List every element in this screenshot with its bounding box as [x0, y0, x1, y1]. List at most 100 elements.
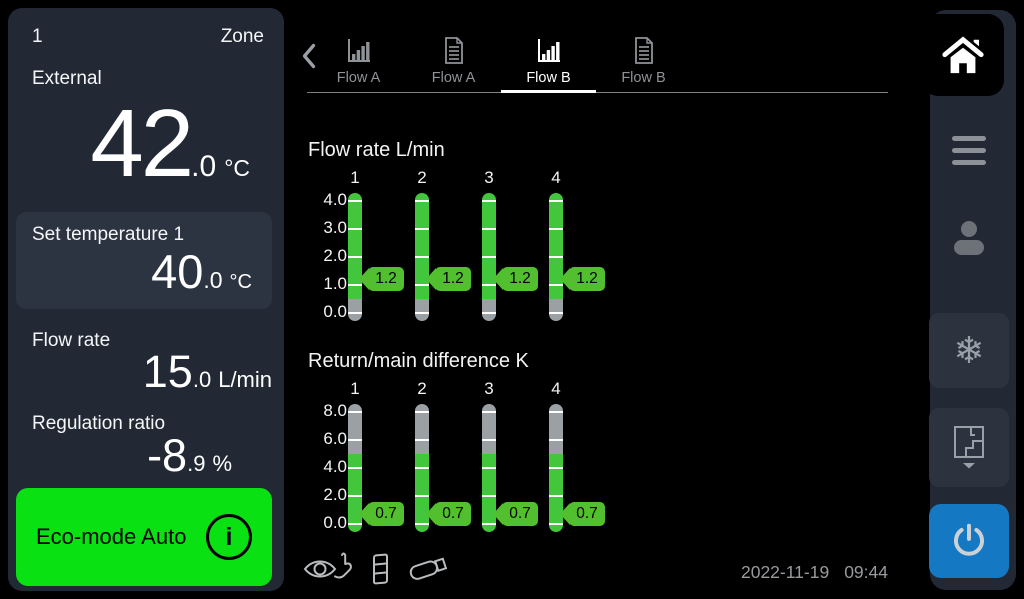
- tab-flow-a-graph[interactable]: Flow A: [311, 24, 406, 86]
- value-badge: 0.7: [502, 502, 538, 527]
- gauge-tick: [415, 439, 429, 441]
- menu-button[interactable]: [929, 122, 1009, 178]
- gauge-tick: [415, 411, 429, 413]
- tab-flow-a-report[interactable]: Flow A: [406, 24, 501, 86]
- gauge-bar: [415, 193, 429, 321]
- info-icon[interactable]: i: [206, 514, 252, 560]
- gauge-tick: [549, 495, 563, 497]
- value-badge: 1.2: [368, 267, 404, 292]
- regulation-ratio-value: -8 .9 %: [147, 430, 232, 481]
- gauge-bar: [348, 193, 362, 321]
- power-button[interactable]: [929, 504, 1009, 578]
- external-temp-unit: °C: [224, 155, 250, 181]
- value-badge: 1.2: [435, 267, 471, 292]
- report-icon: [632, 31, 656, 66]
- cooling-button[interactable]: ❄: [929, 313, 1009, 388]
- status-icon-row: [302, 548, 452, 588]
- axis-tick-label: 6.0: [323, 429, 347, 448]
- axis-tick-label: 1.0: [323, 274, 347, 293]
- report-icon: [442, 31, 466, 66]
- value-badge: 1.2: [502, 267, 538, 292]
- datetime: 2022-11-19 09:44: [741, 562, 888, 583]
- axis-tick-label: 2.0: [323, 246, 347, 265]
- flow-rate-unit: L/min: [218, 367, 272, 392]
- gauge-tick: [482, 312, 496, 314]
- set-temp-unit: °C: [229, 271, 252, 293]
- gauge-tick: [348, 523, 362, 525]
- gauge-category-label: 2: [417, 379, 427, 398]
- eco-mode-label: Eco-mode Auto: [36, 524, 187, 549]
- gauge-tick: [549, 467, 563, 469]
- gauge-bar: [348, 404, 362, 532]
- value-badge: 0.7: [435, 502, 471, 527]
- zone-header: 1 Zone: [32, 26, 264, 48]
- snowflake-icon: ❄: [953, 329, 985, 372]
- gauge-tick: [348, 495, 362, 497]
- usb-stick-icon: [409, 557, 448, 580]
- flow-rate-label: Flow rate: [32, 330, 111, 351]
- tab-label: Flow A: [431, 70, 476, 86]
- gauge-category-label: 3: [484, 379, 494, 398]
- gauge-tick: [415, 200, 429, 202]
- gauge-tick: [415, 467, 429, 469]
- navigation-sidebar: ❄: [922, 10, 1016, 590]
- gauge-category-label: 2: [417, 168, 427, 187]
- value-badge-text: 1.2: [509, 270, 531, 288]
- gauge-tick: [348, 467, 362, 469]
- set-temperature-card[interactable]: Set temperature 1 40 .0 °C: [16, 212, 272, 309]
- gauge-tick: [482, 467, 496, 469]
- tab-flow-b-graph[interactable]: Flow B: [501, 24, 596, 86]
- gauge-tick: [348, 411, 362, 413]
- axis-tick-label: 3.0: [323, 218, 347, 237]
- regulation-ratio-label: Regulation ratio: [32, 413, 166, 434]
- axis-tick-label: 0.0: [323, 302, 347, 321]
- flow-rate-int: 15: [142, 346, 193, 397]
- gauge-tick: [415, 256, 429, 258]
- gauge-tick: [415, 284, 429, 286]
- zone-label: Zone: [220, 26, 264, 47]
- set-temperature-label: Set temperature 1: [32, 224, 185, 245]
- user-button[interactable]: [929, 208, 1009, 268]
- gauge-tick: [348, 200, 362, 202]
- chevron-left-icon: [302, 43, 316, 69]
- gauge-tick: [482, 495, 496, 497]
- value-badge-text: 0.7: [442, 505, 464, 523]
- regulation-int: -8: [147, 430, 188, 481]
- gauge-tick: [549, 200, 563, 202]
- axis-tick-label: 0.0: [323, 513, 347, 532]
- set-temperature-value: 40 .0 °C: [32, 247, 256, 297]
- tab-flow-b-report[interactable]: Flow B: [596, 24, 691, 86]
- back-button[interactable]: [298, 41, 322, 71]
- zones-floorplan-button[interactable]: [929, 408, 1009, 487]
- external-temp-frac: .0: [191, 150, 217, 183]
- gauge-tick: [415, 523, 429, 525]
- gauge-tick: [549, 228, 563, 230]
- home-button[interactable]: [922, 14, 1004, 96]
- eco-mode-button[interactable]: Eco-mode Auto i: [16, 488, 272, 586]
- gauge-tick: [549, 439, 563, 441]
- power-icon: [953, 523, 985, 556]
- gauge-tick: [348, 284, 362, 286]
- gauge-category-label: 3: [484, 168, 494, 187]
- tab-label: Flow B: [526, 70, 571, 86]
- gauge-tick: [482, 256, 496, 258]
- value-badge-text: 1.2: [442, 270, 464, 288]
- regulation-unit: %: [212, 451, 232, 476]
- gauge-tick: [482, 523, 496, 525]
- gauge-bar: [549, 193, 563, 321]
- value-badge-text: 0.7: [509, 505, 531, 523]
- eye-hand-icon: [303, 552, 352, 579]
- tab-label: Flow B: [621, 70, 666, 86]
- value-badge: 0.7: [569, 502, 605, 527]
- gauge-tick: [549, 256, 563, 258]
- tab-label: Flow A: [336, 70, 381, 86]
- gauge-tick: [415, 312, 429, 314]
- gauge-tick: [549, 284, 563, 286]
- floorplan-icon: [954, 425, 984, 468]
- axis-tick-label: 2.0: [323, 485, 347, 504]
- gauge-bar: [482, 193, 496, 321]
- axis-tick-label: 4.0: [323, 457, 347, 476]
- flow-rate-frac: .0: [192, 367, 212, 392]
- menu-icon: [952, 135, 986, 165]
